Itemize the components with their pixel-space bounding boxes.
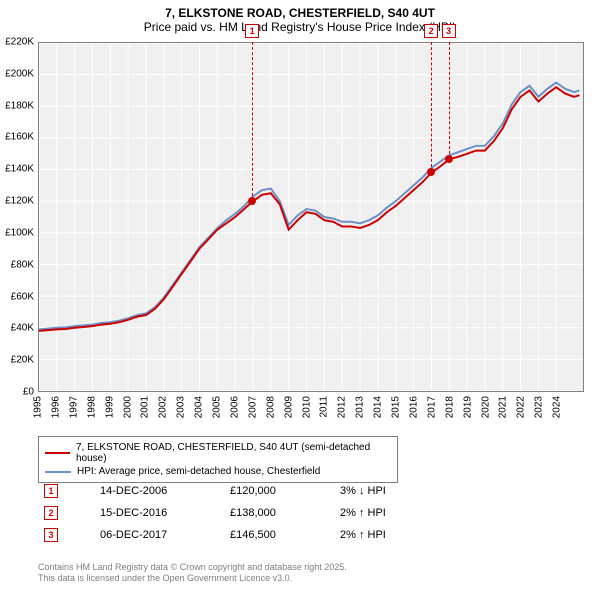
x-tick-label: 2013 [355,396,366,418]
row-delta: 2% ↑ HPI [340,507,460,519]
y-tick-label: £60K [11,291,34,302]
x-tick-label: 2006 [229,396,240,418]
footer-attribution: Contains HM Land Registry data © Crown c… [38,562,592,585]
x-tick-label: 2017 [426,396,437,418]
table-row: 1 14-DEC-2006£120,0003% ↓ HPI [38,480,592,502]
row-price: £138,000 [230,507,340,519]
row-marker-box: 3 [44,528,58,542]
x-tick-label: 2010 [301,396,312,418]
legend-item: 7, ELKSTONE ROAD, CHESTERFIELD, S40 4UT … [45,441,391,465]
x-tick-label: 1999 [104,396,115,418]
x-tick-label: 1995 [33,396,44,418]
row-delta: 2% ↑ HPI [340,529,460,541]
x-tick-label: 2020 [480,396,491,418]
row-date: 15-DEC-2016 [100,507,230,519]
x-tick-label: 2016 [408,396,419,418]
series-line [39,83,579,330]
x-tick-label: 2019 [462,396,473,418]
x-tick-label: 2001 [140,396,151,418]
x-tick-label: 2000 [122,396,133,418]
x-tick-label: 2014 [373,396,384,418]
x-tick-label: 1996 [50,396,61,418]
marker-vline [431,42,432,172]
legend-label: 7, ELKSTONE ROAD, CHESTERFIELD, S40 4UT … [76,442,391,464]
marker-label-box: 2 [424,24,438,38]
legend-label: HPI: Average price, semi-detached house,… [77,466,320,477]
x-tick-label: 2023 [534,396,545,418]
x-tick-label: 2005 [212,396,223,418]
price-table: 1 14-DEC-2006£120,0003% ↓ HPI 2 15-DEC-2016… [38,480,592,546]
y-tick-label: £220K [5,37,34,48]
y-tick-label: £200K [5,68,34,79]
legend-item: HPI: Average price, semi-detached house,… [45,465,391,478]
x-tick-label: 2011 [319,396,330,418]
marker-label-box: 1 [245,24,259,38]
plot-region [38,42,584,392]
x-tick-label: 2018 [444,396,455,418]
chart-subtitle: Price paid vs. HM Land Registry's House … [0,20,600,38]
marker-dot [248,197,256,205]
x-tick-label: 2022 [516,396,527,418]
footer-line-1: Contains HM Land Registry data © Crown c… [38,562,592,573]
table-row: 3 06-DEC-2017£146,5002% ↑ HPI [38,524,592,546]
table-row: 2 15-DEC-2016£138,0002% ↑ HPI [38,502,592,524]
marker-label-box: 3 [442,24,456,38]
marker-vline [449,42,450,159]
x-tick-label: 2012 [337,396,348,418]
y-tick-label: £180K [5,100,34,111]
y-tick-label: £120K [5,196,34,207]
footer-line-2: This data is licensed under the Open Gov… [38,573,592,584]
x-tick-label: 2021 [498,396,509,418]
marker-dot [445,155,453,163]
legend-swatch [45,452,70,454]
y-tick-label: £80K [11,259,34,270]
x-tick-label: 2003 [176,396,187,418]
chart-area: £0£20K£40K£60K£80K£100K£120K£140K£160K£1… [38,42,592,392]
y-tick-label: £140K [5,164,34,175]
x-tick-label: 2008 [265,396,276,418]
x-tick-label: 1997 [68,396,79,418]
marker-vline [252,42,253,201]
x-tick-label: 2009 [283,396,294,418]
row-date: 14-DEC-2006 [100,485,230,497]
row-price: £146,500 [230,529,340,541]
row-price: £120,000 [230,485,340,497]
legend-swatch [45,471,71,473]
legend: 7, ELKSTONE ROAD, CHESTERFIELD, S40 4UT … [38,436,398,483]
row-marker-box: 2 [44,506,58,520]
x-tick-label: 2004 [194,396,205,418]
x-tick-label: 1998 [86,396,97,418]
y-tick-label: £20K [11,355,34,366]
chart-title: 7, ELKSTONE ROAD, CHESTERFIELD, S40 4UT [0,0,600,20]
x-tick-label: 2015 [391,396,402,418]
y-tick-label: £40K [11,323,34,334]
x-tick-label: 2002 [158,396,169,418]
marker-dot [427,168,435,176]
row-marker-box: 1 [44,484,58,498]
y-tick-label: £160K [5,132,34,143]
x-tick-label: 2024 [552,396,563,418]
y-tick-label: £100K [5,227,34,238]
x-tick-label: 2007 [247,396,258,418]
row-date: 06-DEC-2017 [100,529,230,541]
row-delta: 3% ↓ HPI [340,485,460,497]
